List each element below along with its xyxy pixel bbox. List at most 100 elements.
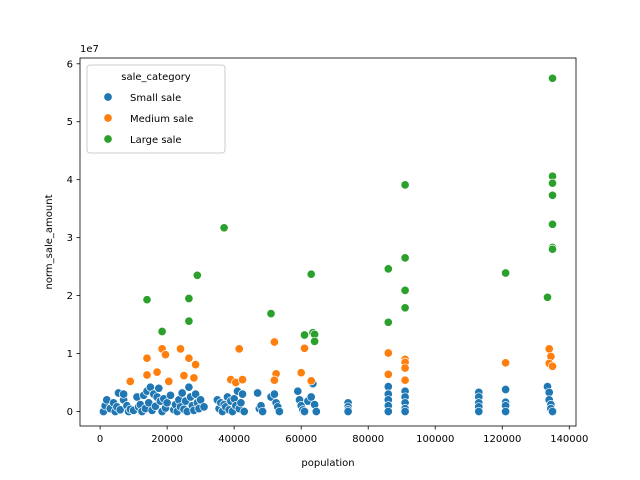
point-large-sale (542, 292, 553, 302)
point-small-sale (299, 406, 310, 417)
point-small-sale (383, 382, 393, 392)
point-medium-sale (501, 358, 511, 368)
point-large-sale (157, 326, 167, 337)
point-small-sale (501, 384, 511, 395)
point-medium-sale (142, 370, 152, 380)
x-axis-label: population (301, 458, 354, 469)
point-medium-sale (125, 376, 135, 386)
point-small-sale (253, 388, 263, 398)
point-medium-sale (179, 371, 189, 381)
point-medium-sale (142, 353, 152, 363)
plot-frame (79, 57, 577, 427)
y-tick-label: 0 (67, 407, 73, 418)
point-medium-sale (400, 363, 410, 373)
point-medium-sale (547, 361, 558, 371)
point-large-sale (547, 73, 558, 83)
point-medium-sale (160, 350, 171, 360)
y-axis-ticks: 0 1 2 3 4 5 6 (67, 59, 80, 418)
y-axis-label: norm_sale_amount (44, 194, 55, 289)
point-medium-sale (383, 348, 393, 358)
point-medium-sale (164, 376, 174, 386)
point-large-sale (400, 285, 410, 295)
point-large-sale (400, 253, 410, 263)
x-tick-label: 40000 (218, 434, 250, 445)
scatter-points (98, 73, 558, 417)
point-medium-sale (184, 353, 194, 363)
point-small-sale (306, 392, 316, 402)
legend: sale_category Small sale Medium sale Lar… (86, 64, 226, 154)
point-small-sale (400, 406, 410, 417)
point-large-sale (310, 336, 320, 346)
point-small-sale (311, 406, 321, 417)
point-medium-sale (152, 367, 162, 377)
point-medium-sale (400, 375, 410, 385)
legend-title: sale_category (121, 72, 191, 83)
point-medium-sale (189, 373, 199, 383)
point-medium-sale (191, 360, 201, 370)
point-small-sale (162, 398, 172, 408)
y-tick-label: 4 (67, 175, 73, 186)
x-tick-label: 100000 (416, 434, 454, 445)
point-large-sale (184, 293, 194, 304)
point-small-sale (165, 390, 176, 400)
point-small-sale (269, 389, 279, 399)
point-large-sale (547, 178, 558, 188)
point-small-sale (119, 389, 129, 399)
y-tick-label: 2 (67, 291, 73, 302)
point-large-sale (547, 219, 558, 229)
point-large-sale (383, 317, 393, 327)
point-large-sale (547, 190, 558, 200)
point-medium-sale (234, 344, 244, 354)
point-small-sale (547, 406, 558, 417)
point-large-sale (299, 330, 310, 340)
legend-marker-large (103, 134, 113, 144)
point-small-sale (191, 389, 201, 399)
y-tick-label: 3 (67, 233, 73, 244)
point-medium-sale (306, 376, 316, 386)
x-tick-label: 0 (97, 434, 103, 445)
point-small-sale (184, 382, 194, 392)
x-tick-label: 120000 (483, 434, 521, 445)
point-medium-sale (175, 344, 186, 354)
point-large-sale (219, 223, 229, 233)
point-medium-sale (544, 344, 554, 354)
point-medium-sale (269, 375, 279, 385)
point-small-sale (274, 406, 284, 417)
legend-entry-small: Small sale (130, 93, 181, 104)
point-large-sale (192, 270, 202, 280)
x-tick-label: 20000 (151, 434, 183, 445)
point-small-sale (177, 388, 187, 398)
point-small-sale (239, 406, 249, 417)
point-small-sale (199, 402, 209, 412)
point-large-sale (547, 244, 558, 254)
x-tick-label: 60000 (285, 434, 317, 445)
point-medium-sale (237, 375, 248, 385)
point-small-sale (293, 386, 303, 396)
legend-marker-small (103, 92, 113, 102)
point-small-sale (343, 406, 353, 417)
point-large-sale (400, 303, 410, 313)
y-offset-label: 1e7 (80, 44, 99, 55)
point-medium-sale (269, 337, 279, 347)
point-small-sale (544, 387, 554, 397)
point-small-sale (236, 398, 246, 408)
legend-box (86, 64, 226, 154)
legend-entry-large: Large sale (130, 135, 182, 146)
x-axis-ticks: 0 20000 40000 60000 80000 100000 120000 140000 (97, 426, 588, 445)
point-small-sale (383, 406, 393, 417)
point-large-sale (266, 309, 276, 319)
point-large-sale (142, 295, 152, 305)
point-large-sale (306, 269, 316, 279)
point-small-sale (501, 406, 511, 417)
point-medium-sale (296, 368, 306, 378)
point-large-sale (184, 316, 194, 326)
point-small-sale (258, 406, 268, 417)
y-tick-label: 1 (67, 349, 73, 360)
point-large-sale (400, 180, 410, 190)
point-medium-sale (299, 343, 310, 353)
x-tick-label: 140000 (550, 434, 588, 445)
point-small-sale (237, 389, 248, 399)
point-small-sale (474, 406, 484, 417)
point-small-sale (154, 383, 164, 393)
legend-marker-medium (103, 113, 113, 123)
